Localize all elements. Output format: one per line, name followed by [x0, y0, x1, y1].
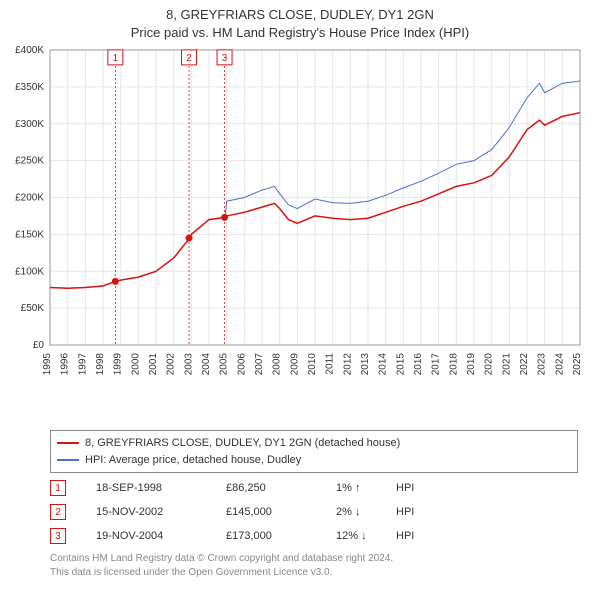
x-tick-label: 2024: [554, 353, 565, 376]
x-tick-label: 2011: [325, 353, 336, 375]
x-tick-label: 2021: [501, 353, 512, 376]
title-line-1: 8, GREYFRIARS CLOSE, DUDLEY, DY1 2GN: [0, 6, 600, 24]
legend-row: 8, GREYFRIARS CLOSE, DUDLEY, DY1 2GN (de…: [57, 435, 571, 452]
x-tick-label: 2001: [148, 353, 159, 376]
y-tick-label: £300K: [15, 119, 44, 130]
transaction-marker: 3: [50, 528, 66, 544]
transaction-row: 2 15-NOV-2002£145,0002% ↓HPI: [50, 500, 414, 524]
y-tick-label: £50K: [21, 303, 45, 314]
transaction-row: 3 19-NOV-2004£173,00012% ↓HPI: [50, 524, 414, 548]
y-tick-label: £200K: [15, 193, 44, 204]
x-tick-label: 2022: [519, 353, 530, 376]
x-tick-label: 1996: [60, 353, 71, 376]
y-tick-label: £350K: [15, 82, 44, 93]
x-tick-label: 2008: [272, 353, 283, 376]
footer-line-1: Contains HM Land Registry data © Crown c…: [50, 552, 393, 566]
transaction-pct: 1% ↑: [336, 482, 396, 494]
marker-dot: [112, 278, 119, 285]
x-tick-label: 2003: [183, 353, 194, 376]
x-tick-label: 2018: [448, 353, 459, 376]
marker-label-num: 1: [113, 53, 119, 64]
x-tick-label: 2005: [219, 353, 230, 376]
marker-label-num: 2: [186, 53, 192, 64]
title-line-2: Price paid vs. HM Land Registry's House …: [0, 24, 600, 42]
footer-text: Contains HM Land Registry data © Crown c…: [50, 552, 393, 579]
x-tick-label: 2004: [201, 353, 212, 376]
legend-label: 8, GREYFRIARS CLOSE, DUDLEY, DY1 2GN (de…: [85, 435, 400, 452]
x-tick-label: 1998: [95, 353, 106, 376]
y-tick-label: £150K: [15, 229, 44, 240]
marker-dot: [186, 235, 193, 242]
x-tick-label: 2010: [307, 353, 318, 376]
transaction-suffix: HPI: [396, 482, 414, 494]
x-tick-label: 2012: [342, 353, 353, 376]
chart-area: £0£50K£100K£150K£200K£250K£300K£350K£400…: [50, 50, 580, 380]
x-tick-label: 2025: [572, 353, 583, 376]
x-tick-label: 2007: [254, 353, 265, 376]
x-tick-label: 2009: [289, 353, 300, 376]
x-tick-label: 2015: [395, 353, 406, 376]
x-tick-label: 1999: [113, 353, 124, 376]
x-tick-label: 2017: [431, 353, 442, 376]
transaction-marker: 2: [50, 504, 66, 520]
legend-swatch: [57, 459, 79, 461]
transaction-marker: 1: [50, 480, 66, 496]
transaction-pct: 12% ↓: [336, 530, 396, 542]
legend-swatch: [57, 442, 79, 444]
transaction-date: 15-NOV-2002: [96, 506, 226, 518]
y-tick-label: £0: [33, 340, 45, 351]
x-tick-label: 2006: [236, 353, 247, 376]
x-tick-label: 2023: [537, 353, 548, 376]
y-tick-label: £400K: [15, 45, 44, 56]
x-tick-label: 2000: [130, 353, 141, 376]
chart-svg: £0£50K£100K£150K£200K£250K£300K£350K£400…: [50, 50, 580, 380]
transaction-pct: 2% ↓: [336, 506, 396, 518]
x-tick-label: 1997: [77, 353, 88, 376]
transaction-suffix: HPI: [396, 506, 414, 518]
transaction-row: 1 18-SEP-1998£86,2501% ↑HPI: [50, 476, 414, 500]
chart-title: 8, GREYFRIARS CLOSE, DUDLEY, DY1 2GN Pri…: [0, 0, 600, 42]
marker-label-num: 3: [222, 53, 228, 64]
x-tick-label: 2013: [360, 353, 371, 376]
legend-row: HPI: Average price, detached house, Dudl…: [57, 452, 571, 469]
x-tick-label: 2019: [466, 353, 477, 376]
x-tick-label: 1995: [42, 353, 53, 376]
marker-dot: [221, 214, 228, 221]
y-tick-label: £250K: [15, 156, 44, 167]
footer-line-2: This data is licensed under the Open Gov…: [50, 566, 393, 580]
transaction-price: £173,000: [226, 530, 336, 542]
legend-label: HPI: Average price, detached house, Dudl…: [85, 452, 301, 469]
x-tick-label: 2016: [413, 353, 424, 376]
transaction-date: 18-SEP-1998: [96, 482, 226, 494]
transaction-date: 19-NOV-2004: [96, 530, 226, 542]
transaction-suffix: HPI: [396, 530, 414, 542]
transaction-price: £145,000: [226, 506, 336, 518]
transaction-table: 118-SEP-1998£86,2501% ↑HPI215-NOV-2002£1…: [50, 476, 414, 548]
x-tick-label: 2002: [166, 353, 177, 376]
y-tick-label: £100K: [15, 266, 44, 277]
transaction-price: £86,250: [226, 482, 336, 494]
x-tick-label: 2014: [378, 353, 389, 376]
legend-box: 8, GREYFRIARS CLOSE, DUDLEY, DY1 2GN (de…: [50, 430, 578, 473]
x-tick-label: 2020: [484, 353, 495, 376]
